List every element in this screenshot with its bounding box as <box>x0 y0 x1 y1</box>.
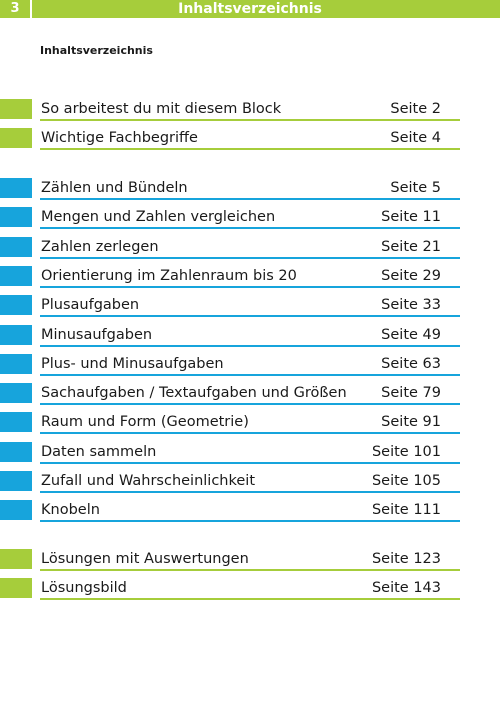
entry-underline <box>40 257 460 259</box>
toc-entry-page: Seite 111 <box>371 502 441 518</box>
color-marker <box>0 325 32 345</box>
toc-entry-title: Sachaufgaben / Textaufgaben und Größen <box>41 385 347 401</box>
color-marker <box>0 383 32 403</box>
entry-underline <box>40 374 460 376</box>
entry-underline <box>40 598 460 600</box>
toc-entry[interactable]: Wichtige Fachbegriffe Seite 4 <box>0 128 500 150</box>
toc-entry[interactable]: Plus- und Minusaufgaben Seite 63 <box>0 354 500 376</box>
toc-entry-title: Plusaufgaben <box>41 297 140 313</box>
toc-entry-title: Minusaufgaben <box>41 327 153 343</box>
color-marker <box>0 354 32 374</box>
entry-underline <box>40 286 460 288</box>
toc-entry-page: Seite 33 <box>381 297 441 313</box>
color-marker <box>0 549 32 569</box>
entry-underline <box>40 227 460 229</box>
entry-underline <box>40 491 460 493</box>
toc-entry-title: Lösungen mit Auswertungen <box>41 551 249 567</box>
entry-underline <box>40 569 460 571</box>
color-marker <box>0 295 32 315</box>
page-number: 3 <box>10 1 20 16</box>
toc-entry-title: Zufall und Wahrscheinlichkeit <box>41 473 256 489</box>
entry-underline <box>40 403 460 405</box>
entry-underline <box>40 198 460 200</box>
toc-entry-page: Seite 91 <box>381 414 441 430</box>
entry-underline <box>40 119 460 121</box>
toc-entry-title: Lösungsbild <box>41 580 127 596</box>
color-marker <box>0 128 32 148</box>
toc-entry-title: So arbeitest du mit diesem Block <box>41 101 282 117</box>
entry-underline <box>40 520 460 522</box>
toc-entry-title: Raum und Form (Geometrie) <box>41 414 249 430</box>
toc-entry-page: Seite 11 <box>381 209 441 225</box>
toc-entry-title: Knobeln <box>41 502 100 518</box>
toc-entry-page: Seite 21 <box>381 239 441 255</box>
toc-entry-page: Seite 123 <box>371 551 441 567</box>
color-marker <box>0 99 32 119</box>
color-marker <box>0 266 32 286</box>
toc-entry-title: Daten sammeln <box>41 444 157 460</box>
toc-entry[interactable]: Orientierung im Zahlenraum bis 20 Seite 2… <box>0 266 500 288</box>
toc-entry[interactable]: Zahlen zerlegen Seite 21 <box>0 237 500 259</box>
toc-entry-page: Seite 5 <box>390 180 441 196</box>
entry-underline <box>40 315 460 317</box>
toc-entry-page: Seite 2 <box>390 101 441 117</box>
entry-underline <box>40 432 460 434</box>
toc-entry-title: Zahlen zerlegen <box>41 239 159 255</box>
toc-entry-title: Mengen und Zahlen vergleichen <box>41 209 276 225</box>
entry-underline <box>40 462 460 464</box>
header-bar: 3 Inhaltsverzeichnis <box>0 0 500 18</box>
toc-entry[interactable]: Plusaufgaben Seite 33 <box>0 295 500 317</box>
toc-entry-page: Seite 63 <box>381 356 441 372</box>
color-marker <box>0 442 32 462</box>
page-number-divider <box>30 0 32 18</box>
color-marker <box>0 178 32 198</box>
color-marker <box>0 500 32 520</box>
toc-entry[interactable]: Knobeln Seite 111 <box>0 500 500 522</box>
toc-entry-title: Plus- und Minusaufgaben <box>41 356 224 372</box>
color-marker <box>0 237 32 257</box>
toc-entry-page: Seite 4 <box>390 130 441 146</box>
toc-entry[interactable]: Daten sammeln Seite 101 <box>0 442 500 464</box>
toc-entry[interactable]: Lösungsbild Seite 143 <box>0 578 500 600</box>
color-marker <box>0 412 32 432</box>
entry-underline <box>40 345 460 347</box>
color-marker <box>0 578 32 598</box>
entry-underline <box>40 148 460 150</box>
toc-entry[interactable]: Sachaufgaben / Textaufgaben und Größen Se… <box>0 383 500 405</box>
toc-entry-page: Seite 143 <box>371 580 441 596</box>
color-marker <box>0 471 32 491</box>
toc-entry[interactable]: Zufall und Wahrscheinlichkeit Seite 105 <box>0 471 500 493</box>
toc-heading: Inhaltsverzeichnis <box>40 44 153 57</box>
header-title: Inhaltsverzeichnis <box>178 1 322 17</box>
toc-entry[interactable]: Mengen und Zahlen vergleichen Seite 11 <box>0 207 500 229</box>
toc-entry-page: Seite 101 <box>371 444 441 460</box>
toc-entry-page: Seite 79 <box>381 385 441 401</box>
toc-entry-page: Seite 29 <box>381 268 441 284</box>
toc-entry-page: Seite 105 <box>371 473 441 489</box>
toc-entry[interactable]: Raum und Form (Geometrie) Seite 91 <box>0 412 500 434</box>
toc-entry-title: Orientierung im Zahlenraum bis 20 <box>41 268 297 284</box>
toc-entry-title: Zählen und Bündeln <box>41 180 188 196</box>
color-marker <box>0 207 32 227</box>
toc-entry[interactable]: So arbeitest du mit diesem Block Seite 2 <box>0 99 500 121</box>
toc-entry[interactable]: Lösungen mit Auswertungen Seite 123 <box>0 549 500 571</box>
toc-entry[interactable]: Zählen und Bündeln Seite 5 <box>0 178 500 200</box>
toc-entry[interactable]: Minusaufgaben Seite 49 <box>0 325 500 347</box>
toc-entry-title: Wichtige Fachbegriffe <box>41 130 198 146</box>
toc-entry-page: Seite 49 <box>381 327 441 343</box>
